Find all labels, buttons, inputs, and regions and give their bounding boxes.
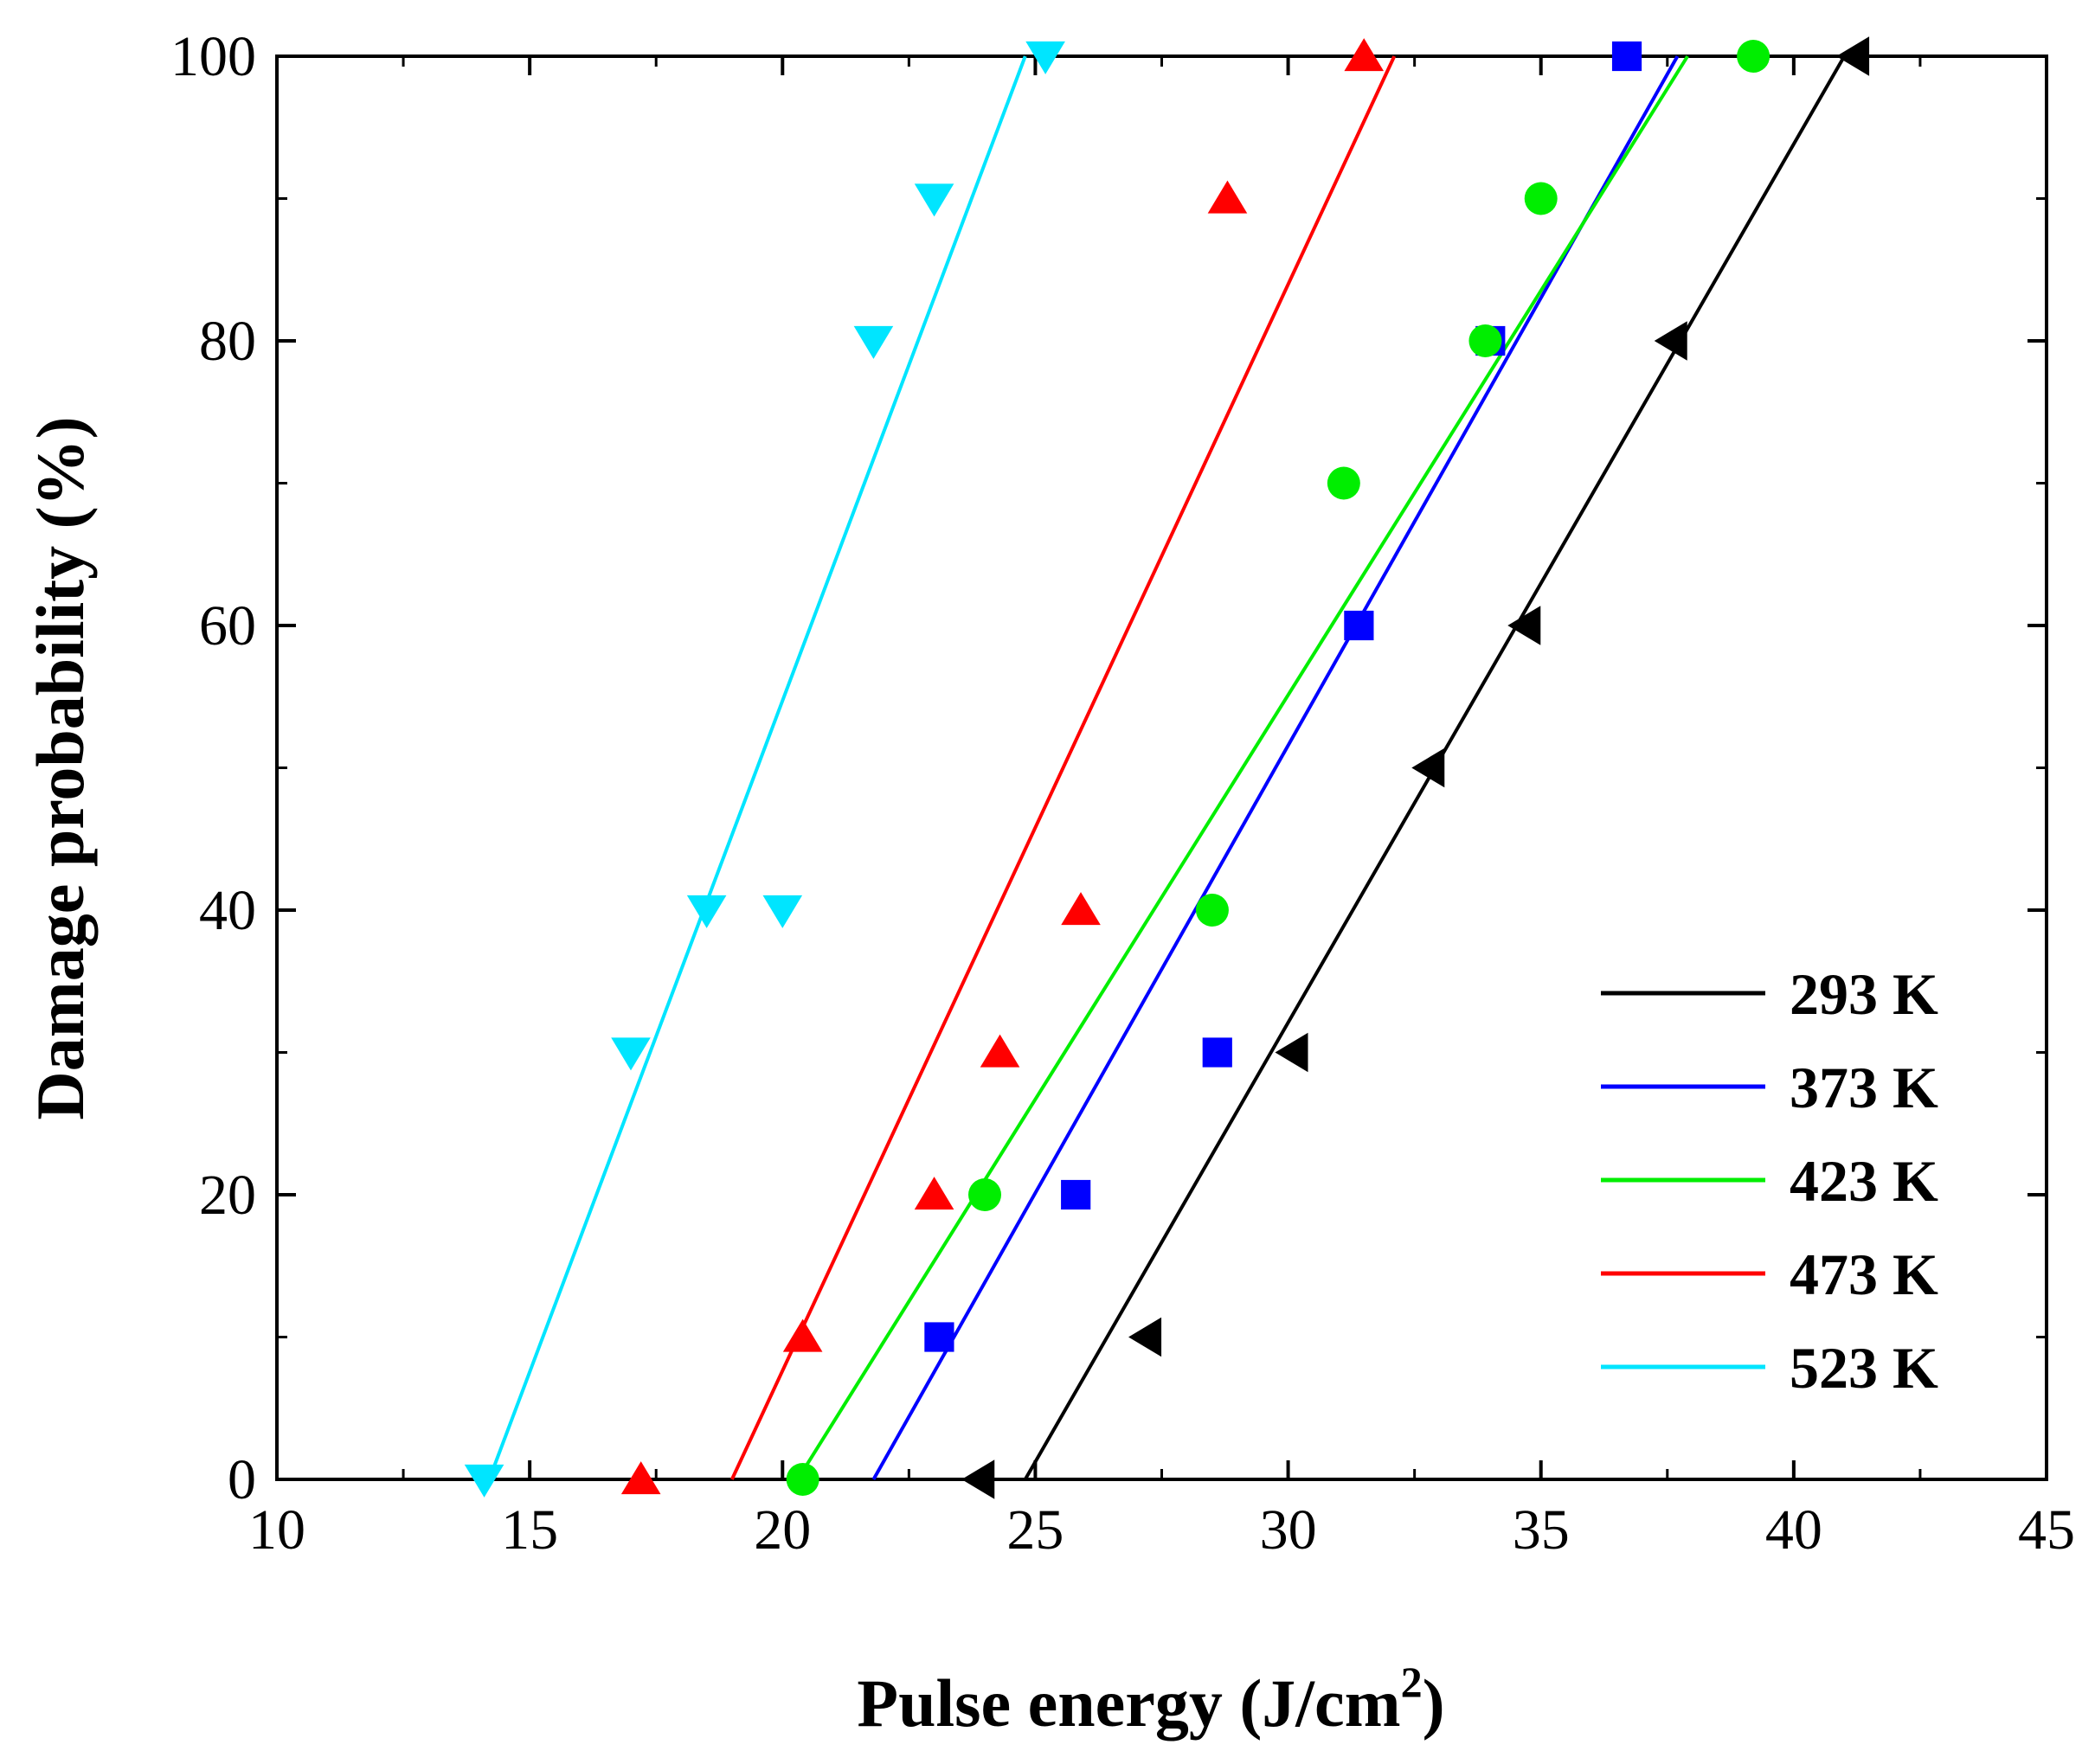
data-point-423-k [968, 1178, 1001, 1211]
data-point-293-k [1275, 1032, 1308, 1073]
legend-label: 373 K [1790, 1055, 1938, 1120]
y-axis-title: Damage probability (%) [22, 416, 98, 1119]
y-tick-label: 80 [199, 310, 256, 373]
data-point-523-k [464, 1464, 504, 1498]
data-markers [464, 36, 1870, 1499]
legend-label: 423 K [1790, 1148, 1938, 1214]
data-point-373-k [1344, 610, 1374, 641]
data-point-523-k [686, 895, 727, 928]
data-point-523-k [914, 183, 954, 217]
x-tick-label: 45 [2018, 1498, 2075, 1562]
data-point-373-k [1061, 1179, 1091, 1210]
y-tick-label: 0 [228, 1448, 256, 1511]
data-point-293-k [1836, 36, 1870, 76]
fit-line-523-k [487, 55, 1027, 1480]
y-tick-label: 100 [170, 25, 256, 88]
data-point-473-k [1061, 892, 1101, 926]
data-point-473-k [1207, 180, 1248, 214]
legend-label: 473 K [1790, 1241, 1938, 1307]
data-point-473-k [782, 1318, 823, 1352]
data-point-293-k [1128, 1317, 1162, 1357]
data-point-293-k [961, 1459, 995, 1499]
data-point-423-k [1737, 40, 1770, 73]
fit-line-373-k [871, 55, 1680, 1480]
plot-area [275, 55, 2048, 1481]
x-tick-label: 25 [1006, 1498, 1064, 1562]
data-point-523-k [611, 1037, 651, 1071]
fit-line-423-k [796, 55, 1689, 1481]
data-point-523-k [1025, 41, 1065, 74]
data-point-293-k [1411, 747, 1445, 788]
x-tick-label: 40 [1765, 1498, 1822, 1562]
y-tick-label: 40 [199, 879, 256, 942]
legend-label: 523 K [1790, 1335, 1938, 1401]
data-point-293-k [1654, 321, 1687, 361]
x-axis-ticks: 10 15 20 25 30 35 40 45 [248, 56, 2075, 1562]
data-point-523-k [762, 895, 803, 928]
data-point-473-k [1344, 38, 1385, 72]
data-point-473-k [914, 1177, 954, 1210]
data-point-423-k [1468, 324, 1502, 357]
data-point-373-k [924, 1322, 954, 1352]
legend: 293 K 373 K 423 K 473 K 523 K [1601, 961, 1938, 1401]
x-tick-label: 15 [501, 1498, 558, 1562]
data-point-373-k [1202, 1037, 1232, 1068]
fit-line-473-k [730, 55, 1397, 1480]
data-point-373-k [1611, 41, 1642, 72]
x-tick-label: 30 [1260, 1498, 1317, 1562]
y-tick-label: 20 [199, 1164, 256, 1227]
data-point-473-k [620, 1461, 661, 1495]
data-point-473-k [980, 1034, 1020, 1068]
x-tick-label: 20 [754, 1498, 811, 1562]
y-tick-label: 60 [199, 594, 256, 657]
y-axis-ticks: 0 20 40 60 80 100 [170, 25, 2047, 1511]
fit-lines [487, 55, 1847, 1481]
data-point-423-k [1195, 894, 1229, 927]
data-point-293-k [1507, 606, 1541, 645]
x-tick-label: 35 [1513, 1498, 1570, 1562]
x-axis-title: Pulse energy (J/cm2) [857, 1658, 1444, 1741]
legend-label: 293 K [1790, 961, 1938, 1027]
plot-frame [275, 55, 2048, 1481]
x-tick-label: 10 [248, 1498, 305, 1562]
data-point-423-k [786, 1463, 819, 1496]
data-point-423-k [1524, 182, 1558, 215]
data-point-523-k [853, 325, 894, 359]
data-point-423-k [1327, 466, 1360, 500]
